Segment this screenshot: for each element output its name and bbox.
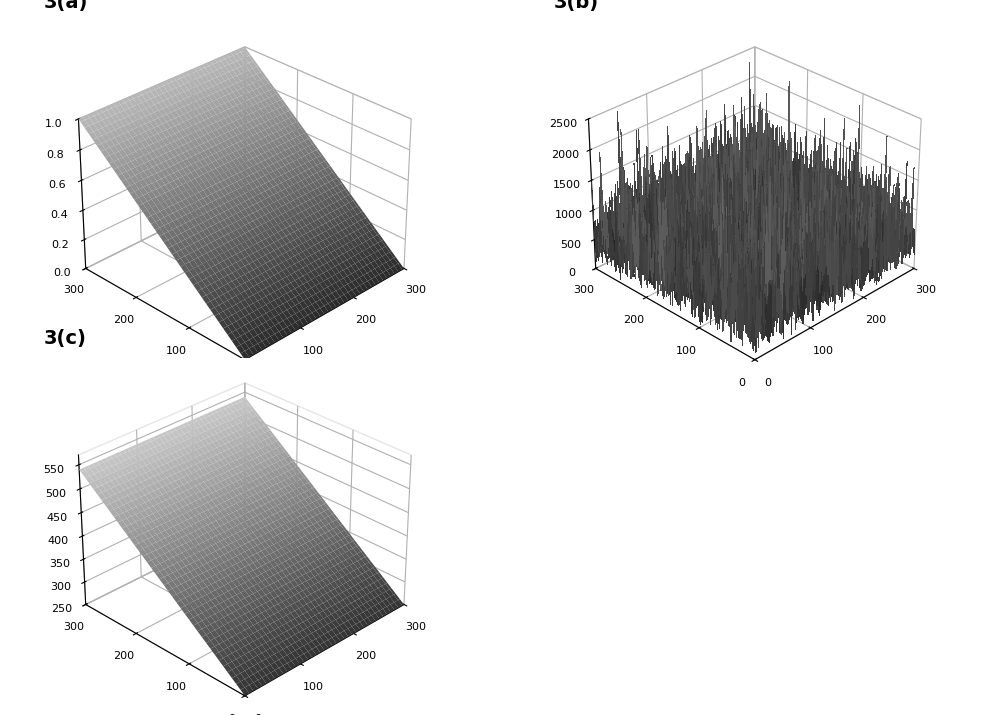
Text: 3(b): 3(b) (553, 0, 598, 11)
Text: 3(c): 3(c) (43, 329, 86, 347)
Text: 3(a): 3(a) (43, 0, 88, 11)
